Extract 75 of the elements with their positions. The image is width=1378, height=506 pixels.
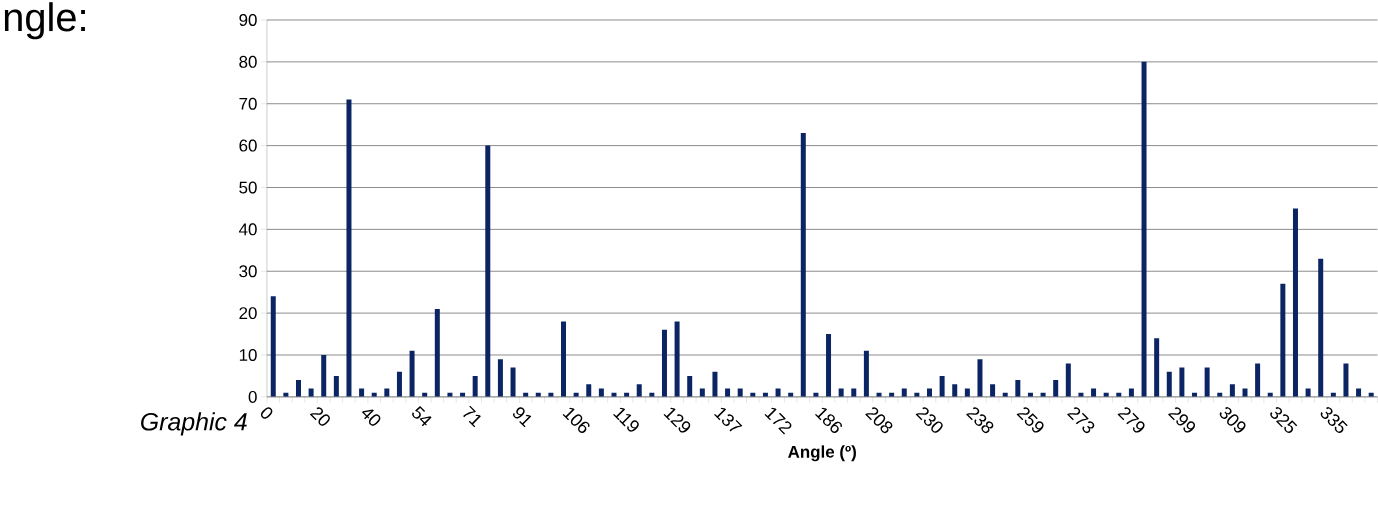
x-tick-label: 279	[1117, 407, 1145, 433]
bar	[636, 384, 642, 397]
x-tick-label: 325	[1270, 407, 1298, 434]
y-tick-label: 80	[239, 55, 257, 68]
bar	[561, 321, 567, 397]
bar	[396, 371, 402, 397]
y-tick-label: 90	[239, 14, 257, 27]
bar	[586, 384, 592, 397]
x-tick-label: 71	[463, 405, 481, 428]
y-tick-label: 40	[238, 223, 257, 236]
bar	[1141, 61, 1147, 397]
bar	[977, 359, 983, 397]
bar	[1343, 363, 1349, 397]
x-tick-label: 0	[260, 407, 273, 419]
bar	[826, 334, 832, 397]
x-tick-label: 91	[513, 407, 532, 428]
x-tick-label: 259	[1016, 407, 1044, 433]
x-tick-label: 230	[915, 407, 943, 433]
text: Graphic 4	[141, 412, 247, 436]
x-axis-title: Angle (º)	[788, 445, 856, 462]
x-tick-label: 119	[613, 407, 639, 432]
bar	[1292, 208, 1298, 397]
x-tick-label: 20	[309, 407, 330, 426]
bar	[497, 359, 503, 397]
bar	[1053, 380, 1059, 397]
bar	[472, 376, 478, 397]
y-tick-label: 20	[239, 307, 257, 320]
bar	[1280, 283, 1286, 397]
bar	[1015, 380, 1021, 397]
x-tick-label: 129	[663, 407, 691, 433]
bar	[510, 367, 516, 397]
bar	[674, 321, 680, 397]
bar	[1318, 258, 1324, 397]
bar	[434, 309, 440, 397]
bar	[1166, 371, 1172, 397]
bar	[1065, 363, 1071, 397]
bar	[863, 350, 869, 397]
x-tick-label: 208	[865, 407, 893, 434]
bar	[333, 376, 339, 397]
y-tick-label: 70	[239, 97, 257, 110]
x-tick-label: 299	[1168, 407, 1196, 433]
x-tick-label: 106	[562, 407, 590, 434]
bar	[485, 145, 491, 397]
y-tick-label: 10	[239, 349, 257, 362]
x-tick-label: 335	[1320, 407, 1348, 434]
text: ngle:	[4, 2, 85, 40]
bar	[990, 384, 996, 397]
bar	[1179, 367, 1185, 397]
y-tick-label: 50	[239, 181, 257, 194]
bar	[952, 384, 958, 397]
bar	[939, 376, 945, 397]
bar	[1154, 338, 1160, 397]
bar	[346, 99, 352, 397]
x-tick-label: 186	[814, 407, 842, 434]
x-tick-label: 172	[764, 407, 792, 435]
bar	[1255, 363, 1261, 397]
y-tick-label: 30	[239, 265, 257, 278]
bar	[1204, 367, 1210, 397]
x-tick-label: 137	[714, 407, 743, 432]
bar	[270, 296, 276, 397]
y-tick-label: 0	[248, 390, 257, 403]
bar	[1229, 384, 1235, 397]
bar	[661, 329, 667, 397]
bar	[687, 376, 693, 397]
x-tick-label: 238	[966, 407, 994, 434]
x-tick-label: 40	[361, 409, 381, 426]
x-tick-label: 309	[1219, 407, 1246, 433]
bar	[321, 355, 327, 397]
x-tick-label: 54	[412, 406, 432, 427]
bar	[295, 380, 301, 397]
bar	[409, 350, 415, 397]
y-tick-label: 60	[239, 139, 257, 152]
x-tick-label: 273	[1067, 407, 1095, 434]
bar	[800, 133, 806, 397]
bar	[712, 371, 718, 397]
